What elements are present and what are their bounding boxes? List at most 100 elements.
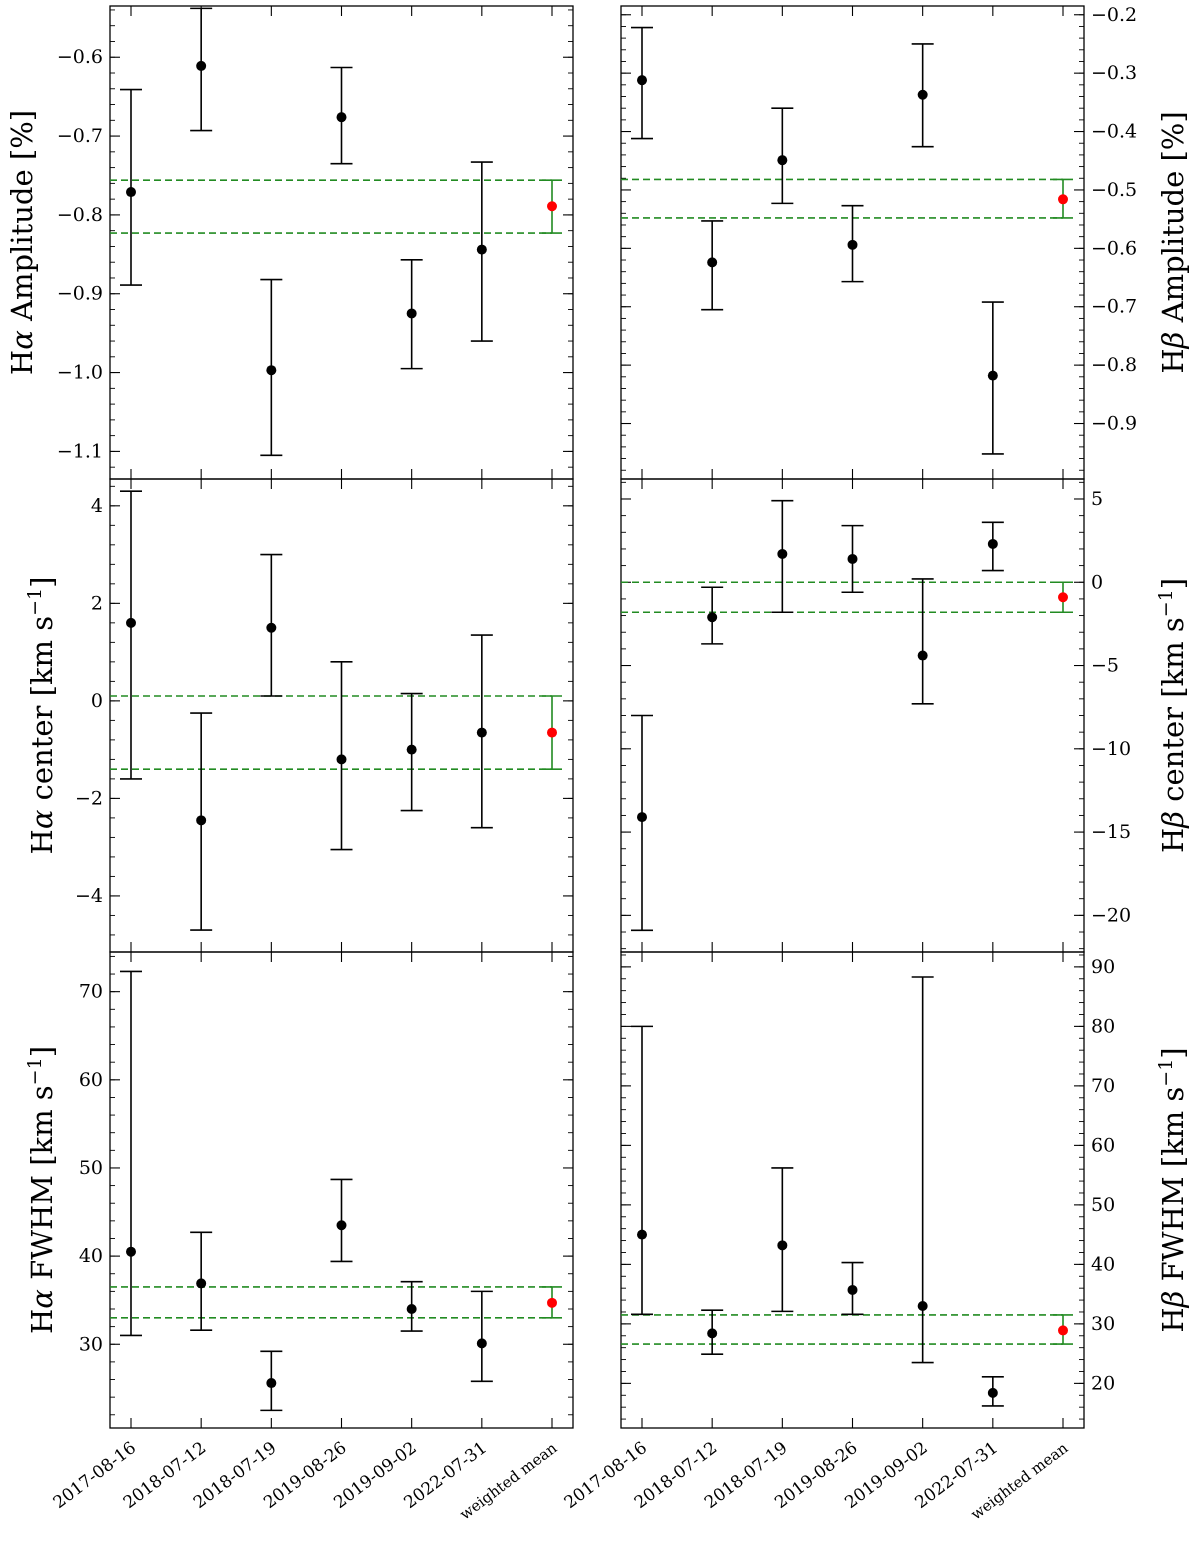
y-tick-label: −10 [1091, 738, 1131, 760]
y-tick-label: −0.9 [1091, 413, 1137, 435]
y-tick-label: 70 [1091, 1075, 1115, 1097]
y-axis-title-greek: β [1156, 332, 1190, 350]
data-point [637, 1229, 647, 1240]
data-point [917, 1301, 928, 1312]
y-tick-label: 50 [1091, 1194, 1115, 1216]
data-point [196, 1278, 207, 1289]
data-point [266, 622, 277, 633]
data-point [406, 308, 417, 319]
y-tick-label: 70 [79, 981, 103, 1003]
y-tick-label: −0.5 [1091, 179, 1137, 201]
data-point [126, 187, 136, 198]
y-tick-label: −5 [1091, 655, 1119, 677]
y-tick-label: −2 [75, 787, 103, 809]
y-axis-title: Hα center [km s−1] [24, 577, 59, 855]
y-tick-label: −0.7 [57, 125, 103, 147]
y-tick-label: −0.2 [1091, 4, 1137, 26]
y-axis-title: Hβ FWHM [km s−1] [1155, 1047, 1190, 1332]
plot-frame [620, 951, 1085, 1429]
panel-top-right: −0.9 −0.8 −0.7 −0.6 −0.5 −0.4 −0.3 −0.2 Hβ Ampli… [620, 4, 1190, 480]
mean-point [1058, 194, 1068, 205]
y-axis-title-greek: α [25, 1289, 59, 1309]
y-axis-title: Hβ center [km s−1] [1155, 578, 1190, 853]
y-tick-label: 50 [79, 1157, 103, 1179]
y-axis-title-end: ] [1156, 578, 1190, 589]
data-point [196, 60, 207, 71]
data-point [777, 548, 788, 559]
y-axis-title-end: ] [1156, 1047, 1190, 1058]
y-axis-title-text: FWHM [km s [1156, 1087, 1190, 1291]
data-point [336, 754, 347, 765]
y-axis-title-greek: β [1156, 1291, 1190, 1309]
y-axis-title-superscript: −1 [1155, 1059, 1177, 1087]
data-point [126, 1246, 136, 1257]
y-axis-title: Hα Amplitude [%] [5, 110, 39, 375]
panel-top-left: −1.1 −1.0 −0.9 −0.8 −0.7 −0.6 Hα Amplitude [%] [5, 5, 574, 480]
mean-point [547, 727, 557, 738]
mean-point [1058, 592, 1068, 603]
y-tick-label: −1.1 [57, 440, 103, 462]
data-point [336, 1220, 347, 1231]
y-tick-label: −15 [1091, 821, 1131, 843]
panel-middle-left: −4 −2 0 2 4 Hα center [km s−1] [24, 478, 574, 953]
data-point [707, 612, 718, 623]
y-axis-title-text: Amplitude [%] [1156, 111, 1190, 331]
y-axis-title-greek: α [25, 810, 59, 830]
data-point [406, 744, 417, 755]
data-point [637, 812, 647, 823]
y-axis-title-superscript: −1 [24, 1057, 46, 1085]
y-axis-title-text: FWHM [km s [25, 1085, 59, 1289]
y-tick-label: 2 [91, 592, 103, 614]
mean-point [547, 1297, 557, 1308]
y-tick-label: −0.4 [1091, 121, 1137, 143]
y-tick-label: 20 [1091, 1372, 1115, 1394]
data-point [707, 1328, 718, 1339]
data-point [196, 815, 207, 826]
y-tick-label: −0.7 [1091, 296, 1137, 318]
y-axis-title-superscript: −1 [24, 588, 46, 616]
y-axis-title-greek: α [5, 330, 39, 350]
y-tick-label: 60 [79, 1069, 103, 1091]
y-axis-title-end: ] [25, 1046, 59, 1057]
y-tick-label: 40 [79, 1245, 103, 1267]
data-point [476, 244, 487, 255]
panel-bottom-left: 30405060702017-08-162018-07-122018-07-19… [24, 951, 574, 1523]
y-axis-title-superscript: −1 [1155, 589, 1177, 617]
y-axis-title: Hα FWHM [km s−1] [24, 1046, 59, 1334]
y-axis-title-prefix: H [25, 1309, 59, 1334]
y-tick-label: 5 [1091, 488, 1103, 510]
y-tick-label: 0 [1091, 571, 1103, 593]
y-tick-label: −0.8 [1091, 354, 1137, 376]
data-point [476, 727, 487, 738]
y-tick-label: −0.6 [1091, 237, 1137, 259]
y-tick-label: −4 [75, 885, 103, 907]
data-point [336, 112, 347, 123]
y-axis-title-prefix: H [1156, 348, 1190, 373]
data-point [917, 89, 928, 100]
y-axis-title-text: Amplitude [%] [5, 110, 39, 330]
y-axis-title: Hβ Amplitude [%] [1156, 111, 1190, 373]
y-axis-title-text: center [km s [1156, 617, 1190, 811]
data-point [987, 370, 998, 381]
y-axis-title-prefix: H [1156, 828, 1190, 853]
y-axis-title-end: ] [25, 577, 59, 588]
panel-middle-right: −20 −15 −10 −5 0 5 Hβ center [km s−1] [620, 478, 1190, 953]
y-tick-label: 40 [1091, 1253, 1115, 1275]
mean-point [547, 201, 557, 212]
y-axis-title-prefix: H [1156, 1307, 1190, 1332]
y-tick-label: −0.9 [57, 283, 103, 305]
y-tick-label: 80 [1091, 1015, 1115, 1037]
data-point [126, 617, 136, 628]
y-axis-title-text: center [km s [25, 616, 59, 810]
y-axis-title-prefix: H [5, 350, 39, 375]
y-tick-label: −0.3 [1091, 62, 1137, 84]
data-point [987, 538, 998, 549]
y-tick-label: −0.6 [57, 46, 103, 68]
data-point [777, 155, 788, 166]
data-point [847, 239, 858, 250]
y-tick-label: −20 [1091, 904, 1131, 926]
y-tick-label: 90 [1091, 956, 1115, 978]
y-axis-title-greek: β [1156, 811, 1190, 829]
data-point [266, 365, 277, 376]
